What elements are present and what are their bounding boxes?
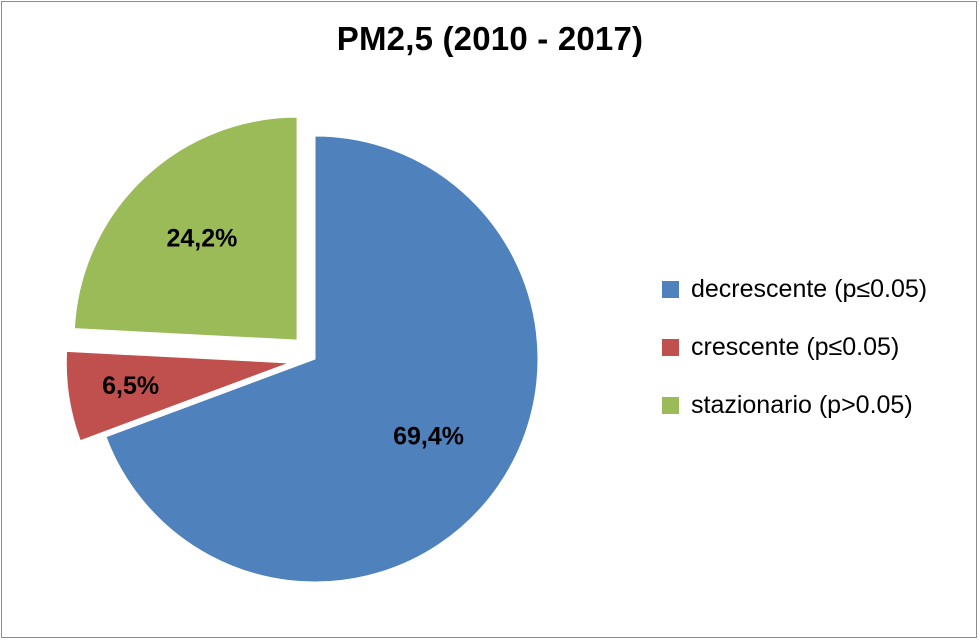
legend-swatch-decrescente (662, 280, 679, 298)
pie-slice-decrescente (105, 135, 539, 583)
legend-item-stazionario: stazionario (p>0.05) (662, 376, 927, 434)
data-label-crescente: 6,5% (102, 372, 159, 400)
legend-label-decrescente: decrescente (p≤0.05) (691, 274, 928, 303)
legend-label-stazionario: stazionario (p>0.05) (691, 390, 913, 419)
legend-label-crescente: crescente (p≤0.05) (691, 332, 900, 361)
legend-swatch-stazionario (662, 396, 679, 414)
data-label-decrescente: 69,4% (393, 423, 464, 451)
legend-item-crescente: crescente (p≤0.05) (662, 318, 927, 376)
pie-slice-crescente (65, 350, 290, 442)
pie-slice-stazionario (73, 116, 298, 341)
legend-swatch-crescente (662, 338, 679, 356)
chart-title: PM2,5 (2010 - 2017) (336, 20, 644, 57)
data-label-stazionario: 24,2% (166, 224, 237, 252)
legend-item-decrescente: decrescente (p≤0.05) (662, 260, 927, 318)
legend: decrescente (p≤0.05) crescente (p≤0.05) … (662, 260, 927, 434)
